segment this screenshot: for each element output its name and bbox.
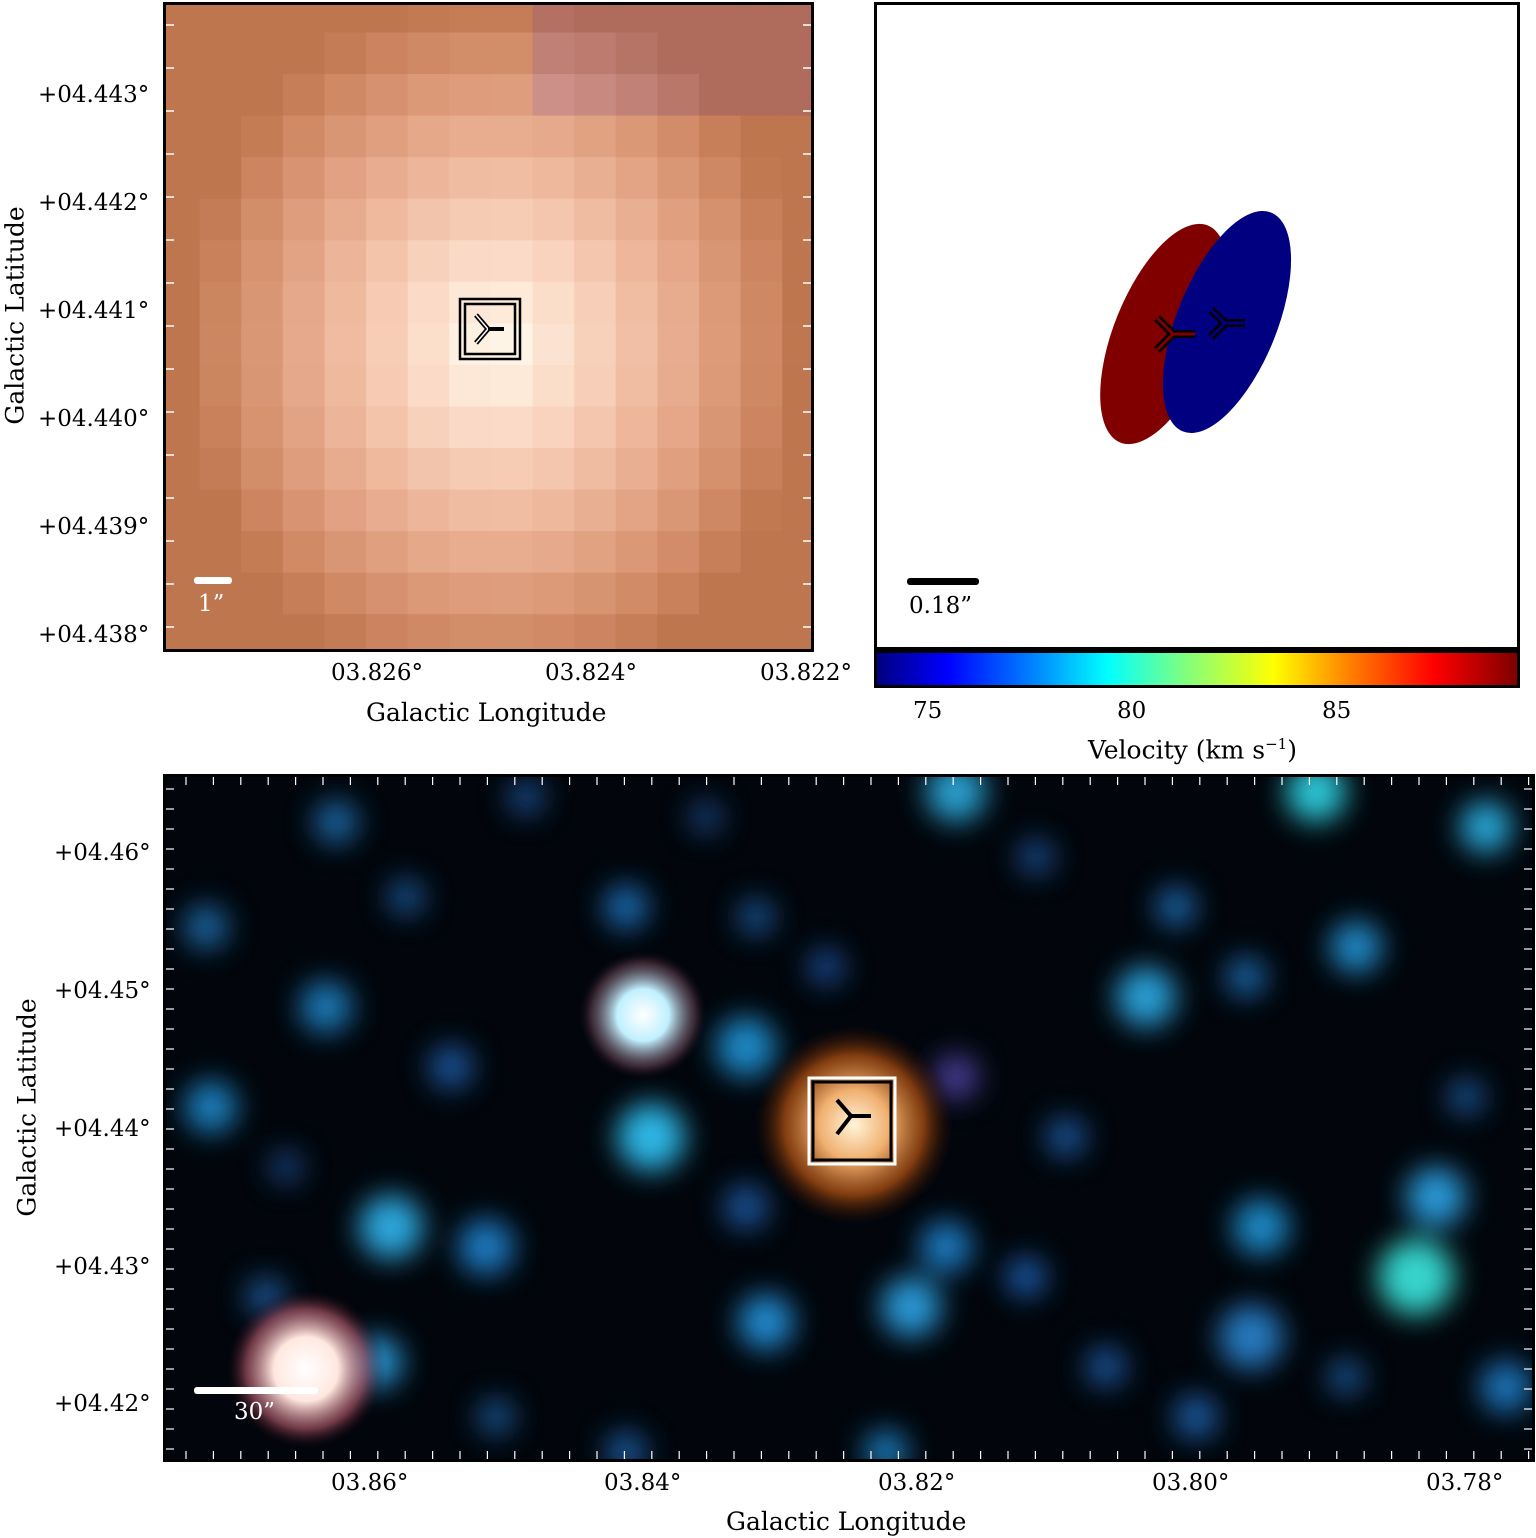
zoom-y-tick-label: +04.442° bbox=[38, 190, 150, 216]
zoom-x-tick-label: 03.824° bbox=[545, 660, 637, 686]
wide-source-marker-icon bbox=[807, 1076, 897, 1166]
wide-x-tick-label: 03.78° bbox=[1426, 1470, 1504, 1496]
wide-x-tick-label: 03.82° bbox=[878, 1470, 956, 1496]
zoom-y-tick-label: +04.439° bbox=[38, 514, 150, 540]
zoom-pixel-image bbox=[166, 5, 811, 649]
wide-x-tick-label: 03.80° bbox=[1152, 1470, 1230, 1496]
wide-field-image bbox=[166, 777, 1532, 1459]
wide-field-panel: 30” bbox=[163, 774, 1535, 1462]
wide-scale-label: 30” bbox=[234, 1399, 276, 1425]
velocity-colorbar bbox=[874, 650, 1520, 688]
wide-y-axis-title: Galactic Latitude bbox=[12, 998, 42, 1217]
zoom-image-panel: 1” bbox=[163, 2, 814, 652]
wide-y-tick-label: +04.43° bbox=[54, 1254, 151, 1280]
zoom-y-tick-label: +04.443° bbox=[38, 82, 150, 108]
zoom-x-tick-label: 03.826° bbox=[331, 660, 423, 686]
wide-y-tick-label: +04.46° bbox=[54, 840, 151, 866]
zoom-x-tick-label: 03.822° bbox=[760, 660, 852, 686]
velocity-ellipses bbox=[1100, 211, 1292, 445]
blue-marker-icon bbox=[1208, 307, 1245, 340]
velocity-scale-bar bbox=[907, 578, 979, 585]
central-orange-source bbox=[754, 1025, 954, 1225]
wide-y-tick-label: +04.42° bbox=[54, 1391, 151, 1417]
colorbar-tick-label: 75 bbox=[913, 698, 943, 724]
zoom-scale-label: 1” bbox=[198, 591, 225, 617]
corner-white-star bbox=[226, 1289, 386, 1449]
zoom-y-tick-label: +04.440° bbox=[38, 406, 150, 432]
colorbar-title: Velocity (km s−1) bbox=[1088, 735, 1297, 765]
colorbar-tick-label: 80 bbox=[1117, 698, 1147, 724]
wide-y-tick-label: +04.44° bbox=[54, 1116, 151, 1142]
velocity-panel: 0.18” bbox=[874, 2, 1520, 650]
zoom-y-tick-label: +04.438° bbox=[38, 622, 150, 648]
zoom-y-axis-title: Galactic Latitude bbox=[0, 206, 30, 425]
zoom-scale-bar bbox=[194, 577, 232, 584]
velocity-scale-label: 0.18” bbox=[909, 593, 972, 619]
wide-x-tick-label: 03.86° bbox=[331, 1470, 409, 1496]
wide-scale-bar bbox=[194, 1387, 318, 1394]
zoom-x-axis-title: Galactic Longitude bbox=[366, 698, 607, 727]
bright-white-star bbox=[578, 950, 708, 1080]
wide-y-tick-label: +04.45° bbox=[54, 978, 151, 1004]
wide-x-tick-label: 03.84° bbox=[604, 1470, 682, 1496]
zoom-y-tick-label: +04.441° bbox=[38, 298, 150, 324]
zoom-source-marker-icon bbox=[458, 297, 522, 361]
colorbar-tick-label: 85 bbox=[1322, 698, 1352, 724]
wide-x-axis-title: Galactic Longitude bbox=[726, 1507, 967, 1536]
red-marker-icon bbox=[1154, 315, 1195, 353]
